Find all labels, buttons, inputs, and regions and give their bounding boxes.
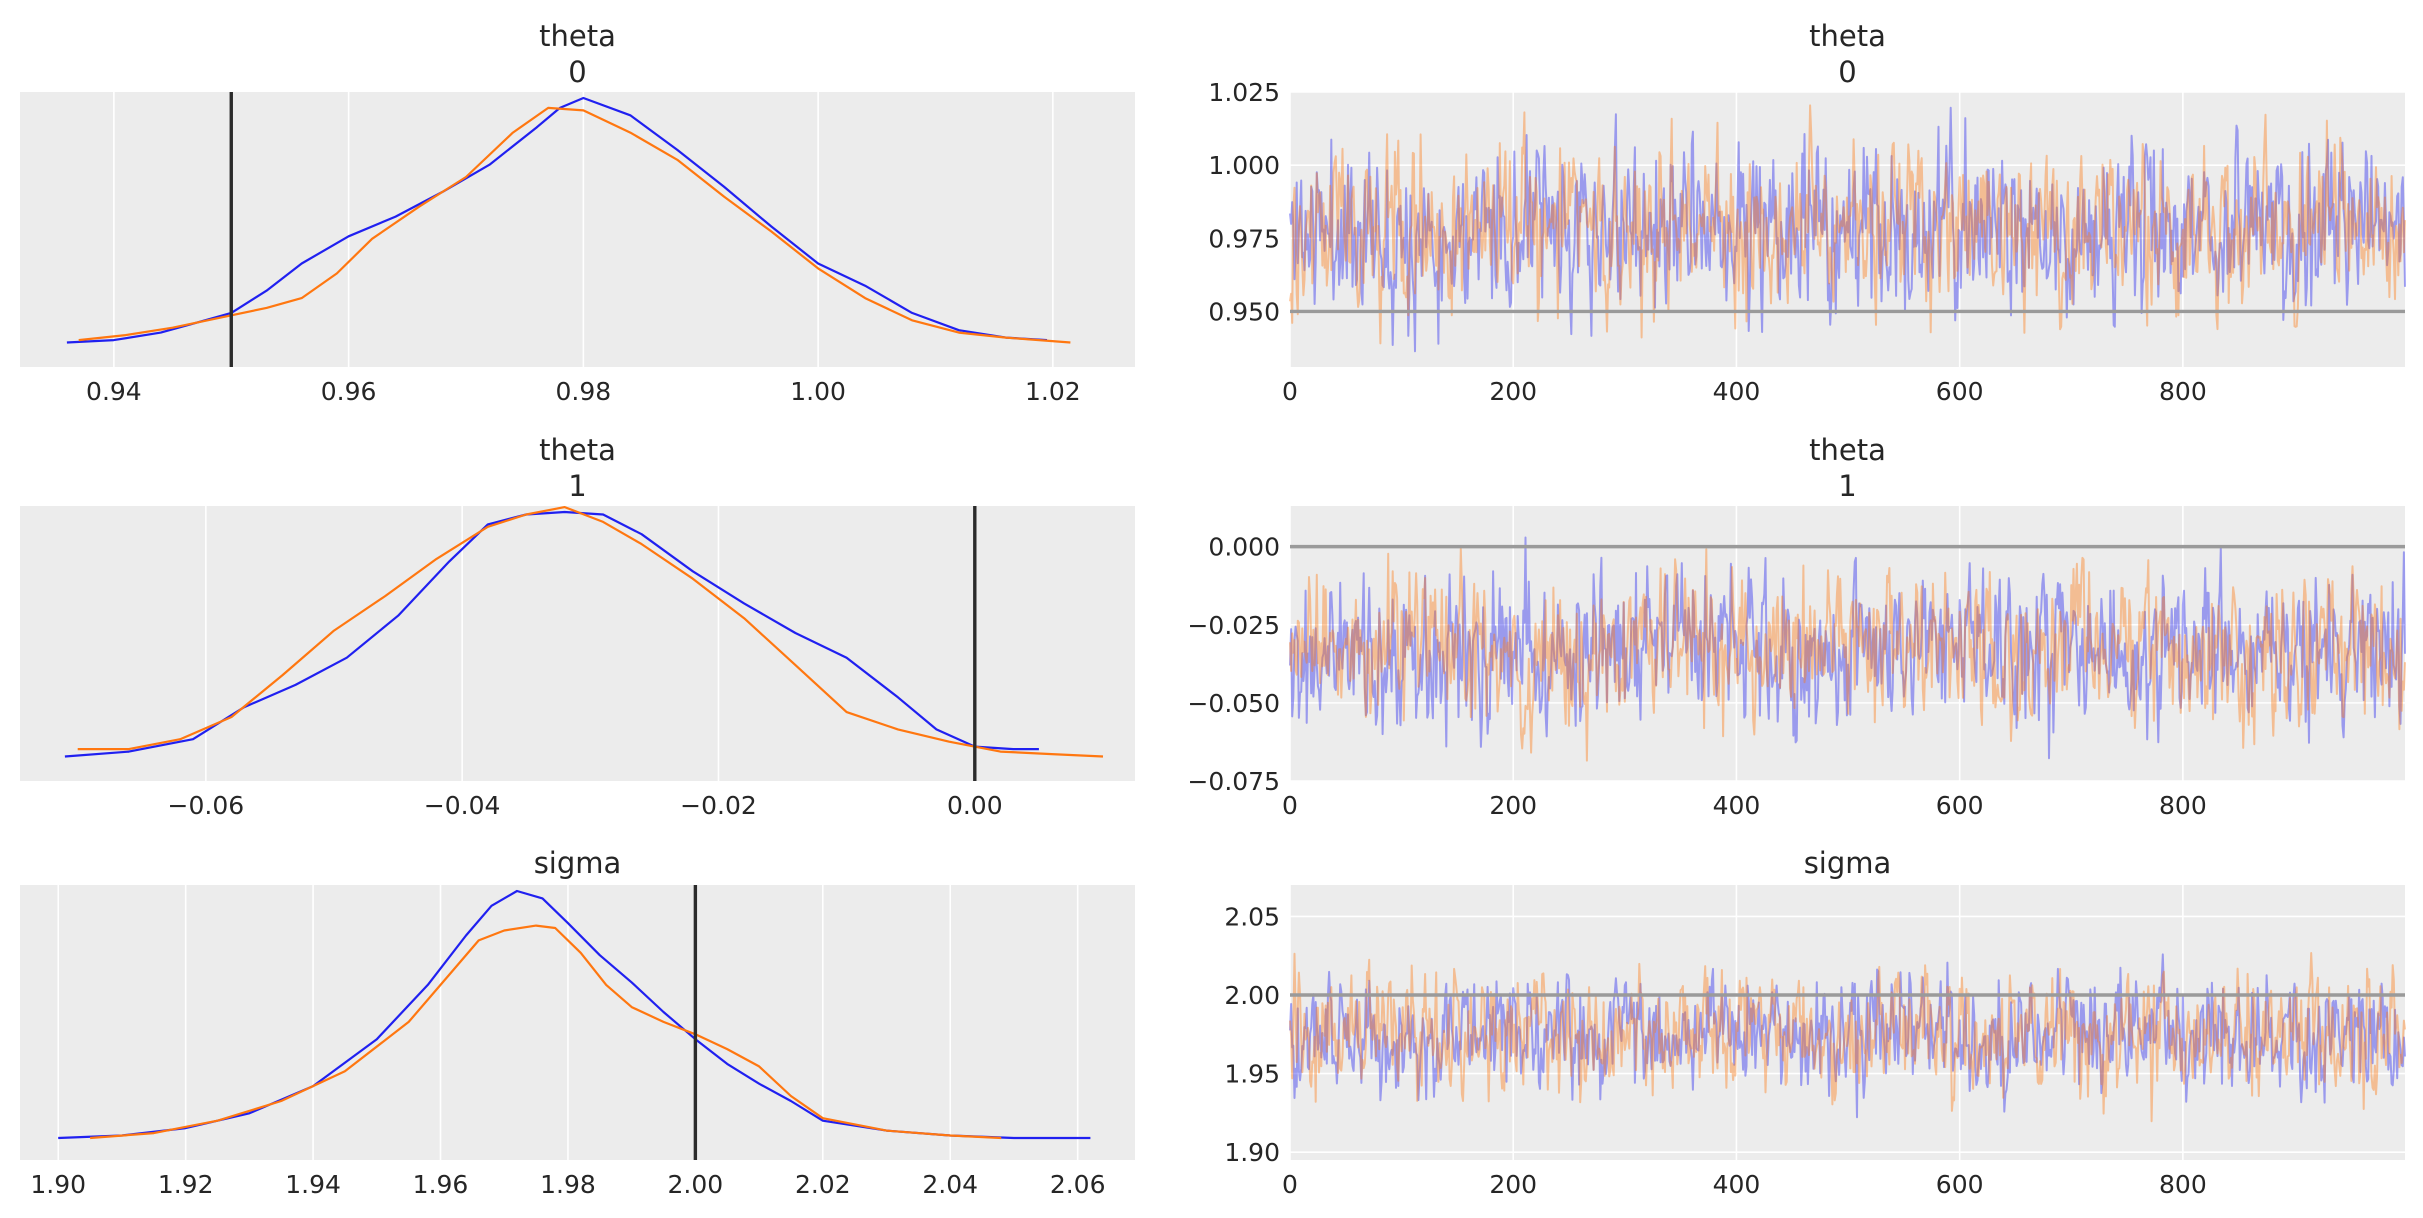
kde-line-chain-0 (66, 96, 1048, 344)
x-tick-label: 2.02 (795, 1170, 851, 1199)
y-tick-label: 0.950 (1208, 297, 1280, 326)
x-tick-label: 600 (1936, 377, 1984, 406)
axes-background (1290, 92, 2405, 367)
x-tick-label: −0.06 (168, 791, 245, 820)
x-tick-label: 0 (1282, 1170, 1298, 1199)
x-tick-label: 0.00 (947, 791, 1003, 820)
x-tick-label: 1.96 (413, 1170, 469, 1199)
x-tick-label: 1.92 (158, 1170, 214, 1199)
y-tick-label: −0.050 (1187, 689, 1280, 718)
x-tick-label: 800 (2159, 1170, 2207, 1199)
x-tick-label: 200 (1489, 1170, 1537, 1199)
x-tick-label: 2.04 (922, 1170, 978, 1199)
x-tick-label: 2.06 (1050, 1170, 1106, 1199)
x-tick-label: −0.04 (424, 791, 501, 820)
x-tick-label: 1.98 (540, 1170, 596, 1199)
y-tick-label: 0.975 (1208, 224, 1280, 253)
x-tick-label: 2.00 (668, 1170, 724, 1199)
y-tick-label: 2.00 (1224, 981, 1280, 1010)
x-tick-label: 200 (1489, 791, 1537, 820)
subplot-title: theta 0 (1809, 19, 1886, 89)
y-tick-label: 1.95 (1224, 1060, 1280, 1089)
trace-line-chain-0 (1289, 953, 2406, 1119)
y-tick-label: 1.025 (1208, 78, 1280, 107)
x-tick-label: 400 (1713, 791, 1761, 820)
trace-line-chain-0 (1289, 106, 2406, 353)
trace-line-chain-1 (1289, 952, 2406, 1123)
subplot-4: 1.90 1.92 1.94 1.96 1.98 2.00 2.02 2.04 2.06 sigm… (20, 846, 1135, 1199)
x-tick-label: 400 (1713, 377, 1761, 406)
subplot-0: 0.94 0.96 0.98 1.00 1.02 theta 0 (20, 19, 1135, 406)
x-tick-label: 800 (2159, 791, 2207, 820)
trace-line-chain-1 (1289, 104, 2406, 345)
x-tick-label: 0.94 (86, 377, 142, 406)
x-tick-label: 0 (1282, 791, 1298, 820)
x-tick-label: 400 (1713, 1170, 1761, 1199)
x-tick-label: 1.90 (30, 1170, 86, 1199)
axes-background (1290, 885, 2405, 1160)
y-tick-label: 2.05 (1224, 902, 1280, 931)
kde-line-chain-0 (64, 510, 1039, 758)
axes-background (20, 885, 1135, 1160)
subplot-3: 0 200 400 600 800 −0.075 −0.050 −0.025 0.000 thet… (1187, 433, 2406, 820)
subplot-title: sigma (1804, 846, 1892, 880)
x-tick-label: 600 (1936, 1170, 1984, 1199)
x-tick-label: 200 (1489, 377, 1537, 406)
kde-line-chain-1 (78, 106, 1071, 344)
x-tick-label: 0.96 (321, 377, 377, 406)
kde-line-chain-1 (90, 924, 1002, 1140)
trace-line-chain-1 (1289, 547, 2406, 762)
subplot-title: theta 0 (539, 19, 616, 89)
y-tick-label: 0.000 (1208, 533, 1280, 562)
trace-line-chain-0 (1289, 536, 2406, 760)
x-tick-label: −0.02 (680, 791, 757, 820)
x-tick-label: 1.00 (790, 377, 846, 406)
subplot-2: −0.06 −0.04 −0.02 0.00 theta 1 (20, 433, 1135, 820)
x-tick-label: 0.98 (556, 377, 612, 406)
kde-line-chain-1 (77, 506, 1104, 758)
subplot-title: theta 1 (539, 433, 616, 503)
subplot-5: 0 200 400 600 800 1.90 1.95 2.00 2.05 sigma (1224, 846, 2406, 1199)
y-tick-label: −0.025 (1187, 611, 1280, 640)
y-tick-label: 1.90 (1224, 1138, 1280, 1167)
x-tick-label: 0 (1282, 377, 1298, 406)
subplot-1: 0 200 400 600 800 0.950 0.975 1.000 1.025 theta 0 (1208, 19, 2406, 406)
x-tick-label: 800 (2159, 377, 2207, 406)
y-tick-label: 1.000 (1208, 151, 1280, 180)
x-tick-label: 600 (1936, 791, 1984, 820)
subplot-title: theta 1 (1809, 433, 1886, 503)
y-tick-label: −0.075 (1187, 767, 1280, 796)
axes-background (1290, 506, 2405, 781)
x-tick-label: 1.02 (1025, 377, 1081, 406)
x-tick-label: 1.94 (285, 1170, 341, 1199)
subplot-title: sigma (534, 846, 622, 880)
